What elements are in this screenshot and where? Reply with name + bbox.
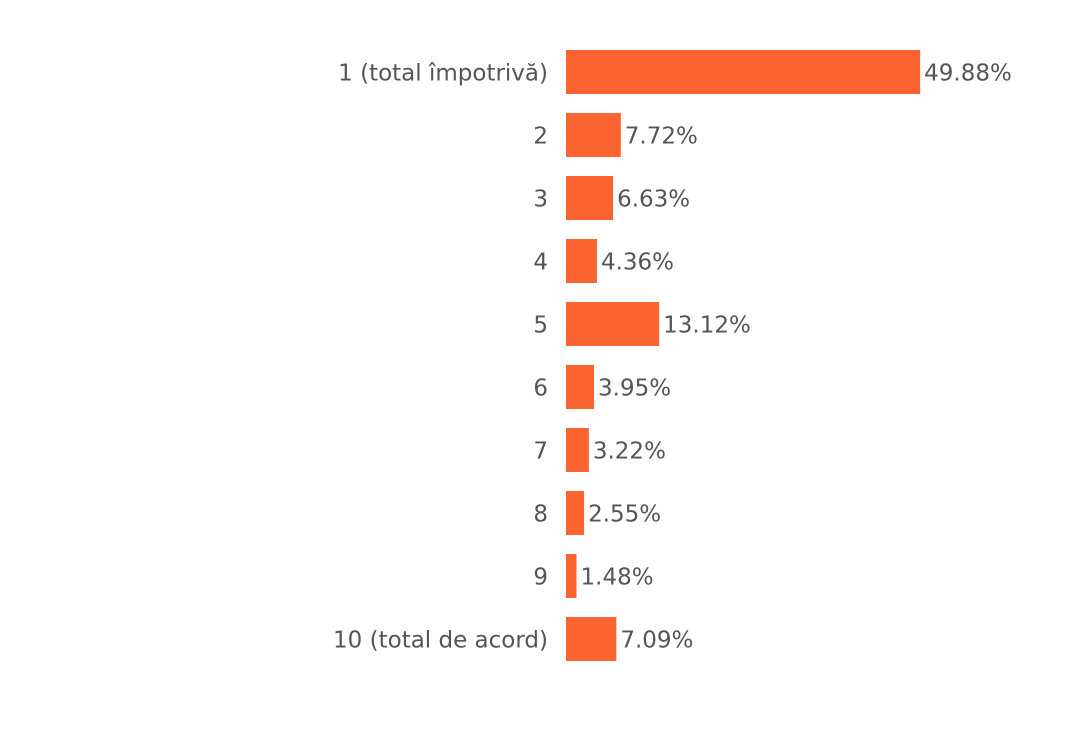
bar — [566, 554, 577, 598]
category-label: 2 — [533, 124, 548, 150]
value-label: 4.36% — [601, 250, 674, 276]
bar — [566, 491, 585, 535]
category-label: 3 — [533, 187, 548, 213]
value-label: 2.55% — [588, 502, 661, 528]
category-label: 9 — [533, 565, 548, 591]
category-label: 6 — [533, 376, 548, 402]
value-label: 7.72% — [625, 124, 698, 150]
bar — [566, 428, 589, 472]
value-label: 7.09% — [620, 628, 693, 654]
bar — [566, 302, 660, 346]
value-label: 6.63% — [617, 187, 690, 213]
category-label: 5 — [533, 313, 548, 339]
bar — [566, 239, 597, 283]
category-label: 8 — [533, 502, 548, 528]
value-label: 3.95% — [598, 376, 671, 402]
value-label: 13.12% — [663, 313, 751, 339]
category-label: 10 (total de acord) — [333, 628, 548, 654]
bar — [566, 617, 617, 661]
bar — [566, 50, 921, 94]
value-label: 1.48% — [581, 565, 654, 591]
bar — [566, 365, 595, 409]
value-label: 49.88% — [924, 61, 1012, 87]
category-label: 7 — [533, 439, 548, 465]
category-label: 1 (total împotrivă) — [338, 61, 548, 87]
value-label: 3.22% — [593, 439, 666, 465]
bar — [566, 176, 614, 220]
bar — [566, 113, 621, 157]
category-label: 4 — [533, 250, 548, 276]
